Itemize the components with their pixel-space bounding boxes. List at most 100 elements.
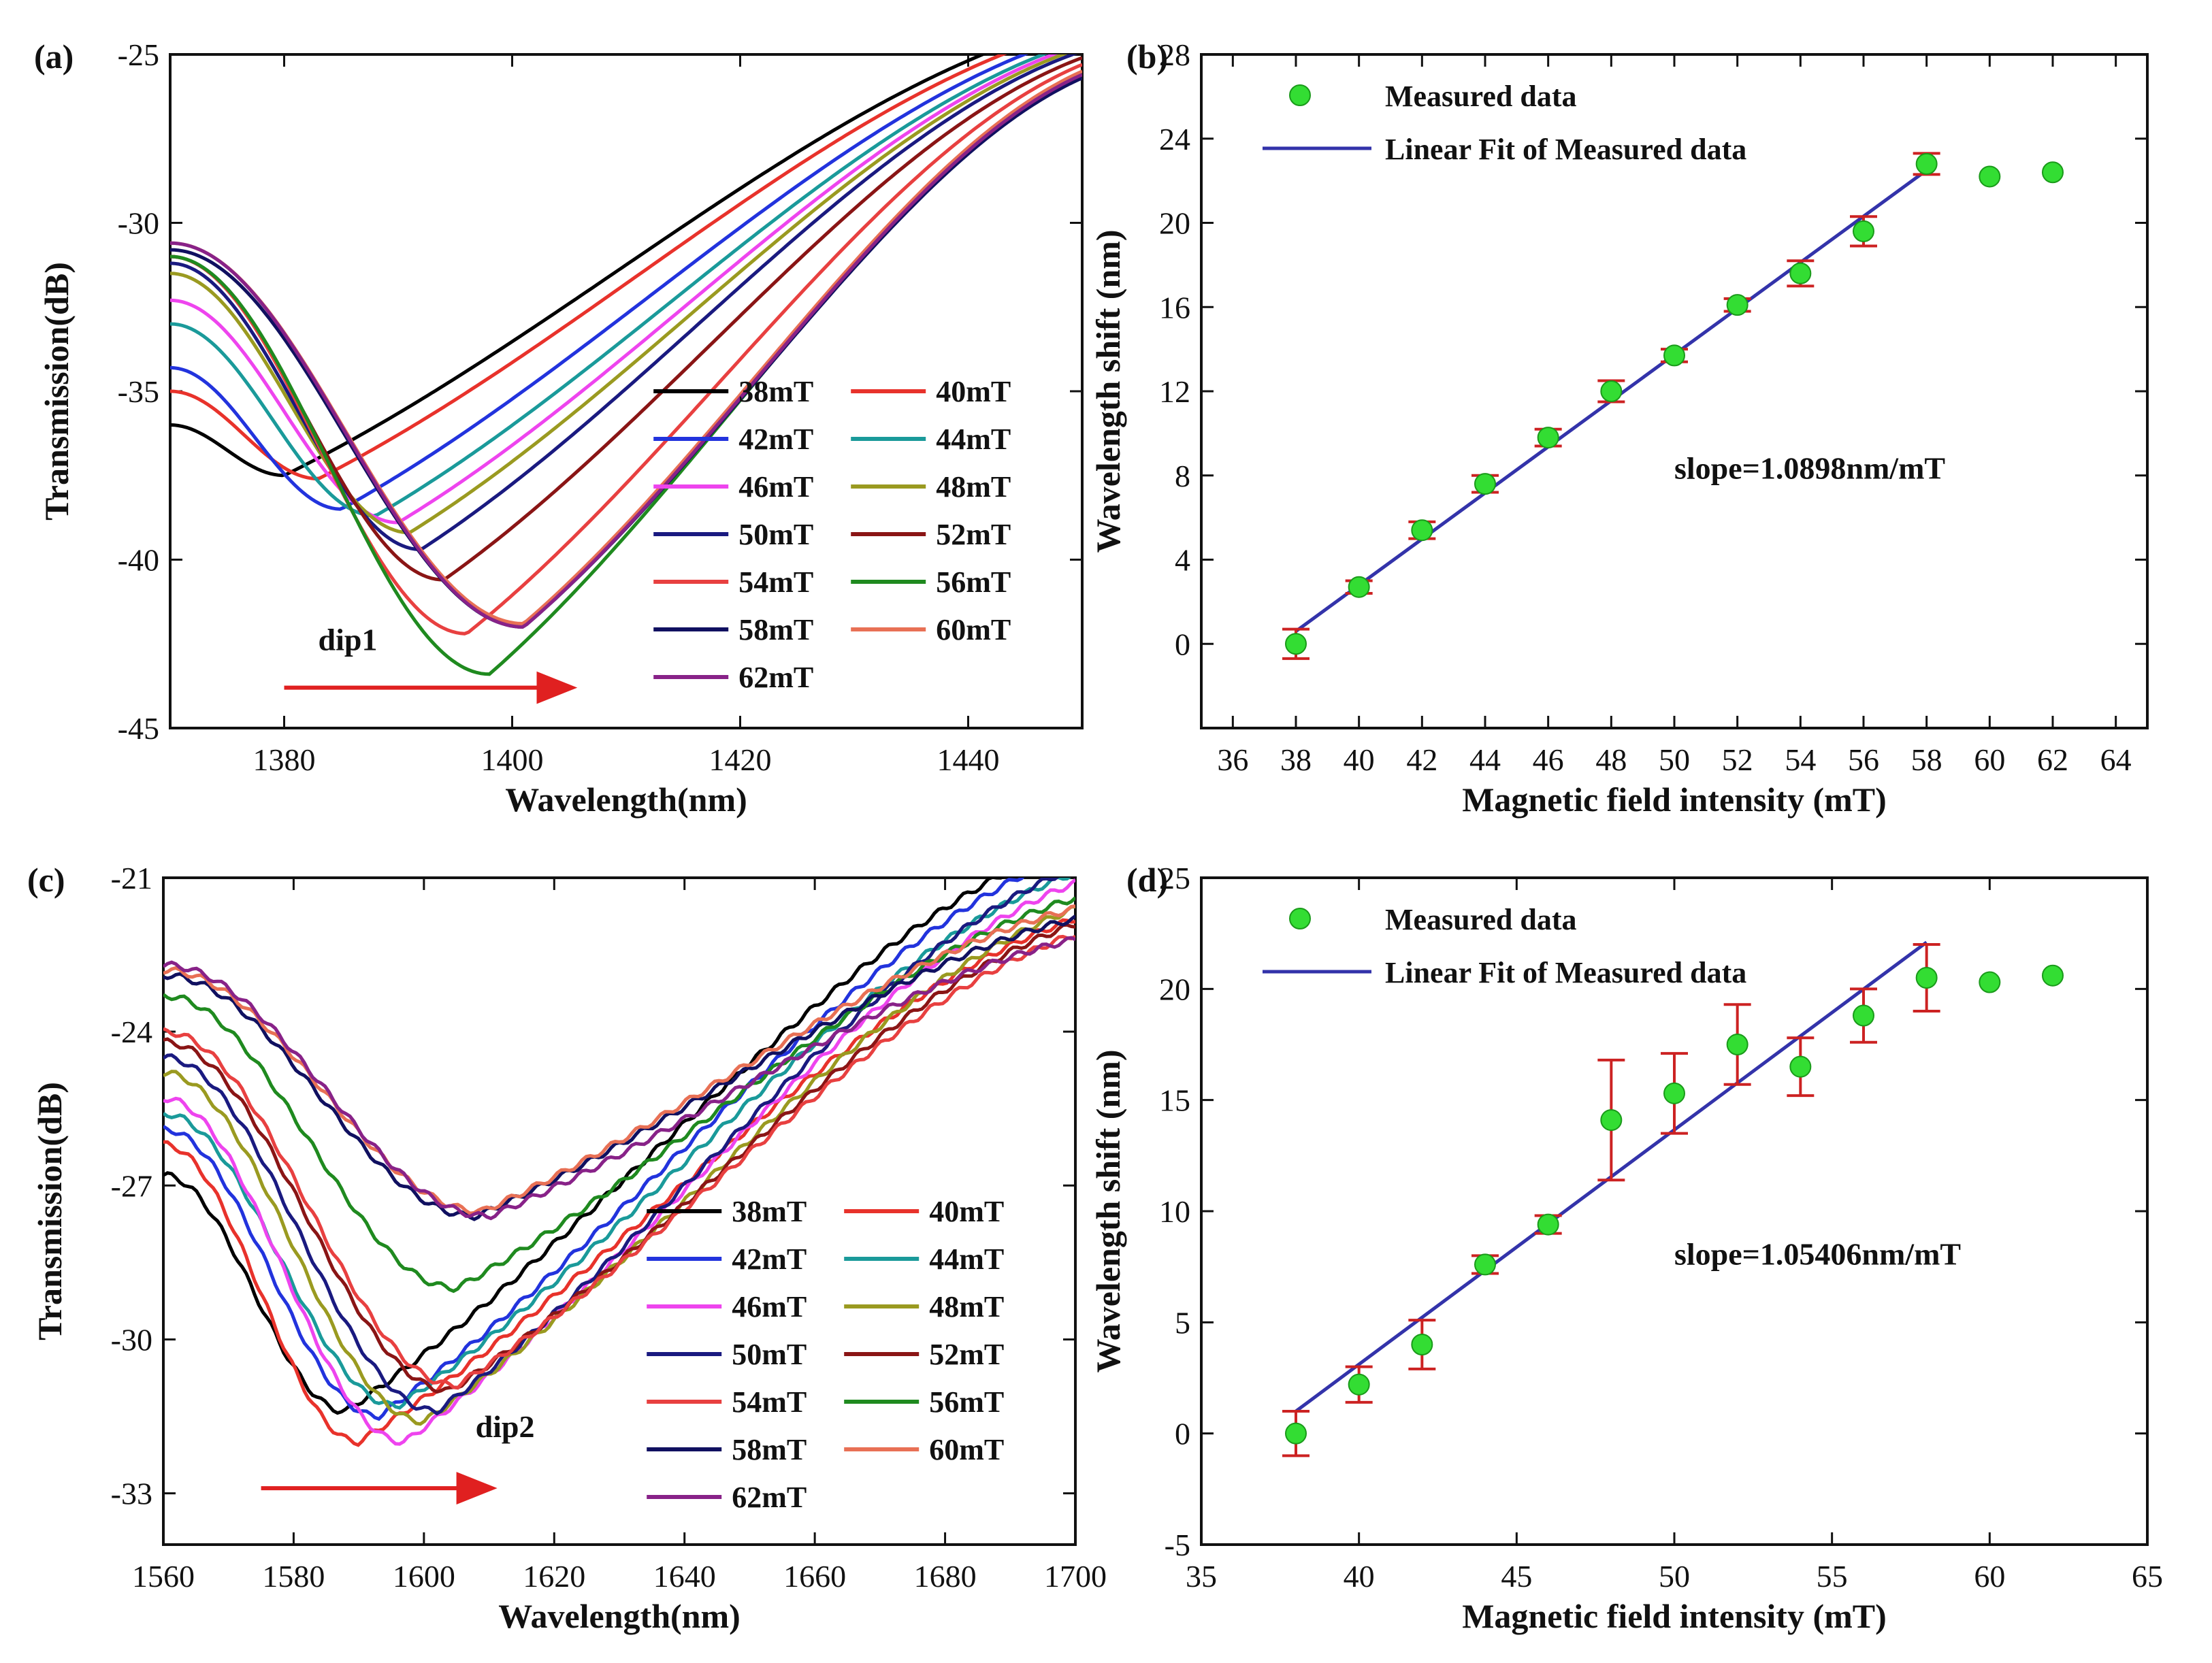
- x-tick-label: 35: [1186, 1559, 1217, 1594]
- y-tick-label: 4: [1175, 543, 1190, 578]
- data-point: [2042, 964, 2064, 987]
- x-tick-label: 1380: [253, 742, 316, 777]
- spectrum-line-50mT: [163, 878, 1060, 1416]
- y-tick-label: -40: [118, 543, 159, 578]
- y-tick-label: 25: [1159, 861, 1190, 895]
- dip-label: dip2: [476, 1409, 535, 1444]
- legend-marker: [1289, 908, 1311, 929]
- y-tick-label: 5: [1175, 1305, 1190, 1340]
- legend-label: Linear Fit of Measured data: [1385, 133, 1746, 166]
- x-tick-label: 58: [1911, 742, 1942, 777]
- x-tick-label: 60: [1974, 1559, 2005, 1594]
- spectrum-line-42mT: [163, 878, 1025, 1421]
- panel-label: (d): [1126, 861, 1168, 899]
- y-tick-label: -24: [111, 1015, 152, 1049]
- data-point: [1726, 294, 1749, 316]
- data-point: [1600, 380, 1623, 402]
- data-point: [1979, 165, 2001, 188]
- x-tick-label: 36: [1217, 742, 1248, 777]
- legend-label: 44mT: [936, 423, 1011, 456]
- legend-marker: [1289, 84, 1311, 106]
- legend-label: 48mT: [929, 1290, 1004, 1323]
- panel-4: 35 40 45 50 55 60 65 -5 0 5 10 15 20 25 Magnetic field…: [1089, 861, 2163, 1635]
- y-tick-label: -25: [118, 37, 159, 72]
- x-tick-label: 1440: [937, 742, 1000, 777]
- x-tick-label: 44: [1469, 742, 1501, 777]
- y-tick-label: -45: [118, 711, 159, 746]
- x-tick-label: 1700: [1044, 1559, 1107, 1594]
- x-tick-label: 56: [1848, 742, 1879, 777]
- legend-label: 60mT: [936, 613, 1011, 646]
- y-tick-label: 15: [1159, 1083, 1190, 1118]
- x-tick-label: 38: [1280, 742, 1312, 777]
- x-tick-label: 1640: [653, 1559, 716, 1594]
- data-point: [1789, 1055, 1812, 1078]
- y-tick-label: -33: [111, 1477, 152, 1511]
- y-tick-label: 20: [1159, 972, 1190, 1006]
- data-point: [1663, 344, 1685, 367]
- legend-label: 54mT: [738, 565, 813, 599]
- x-axis-label: Magnetic field intensity (mT): [1462, 780, 1887, 819]
- legend-label: 56mT: [936, 565, 1011, 599]
- x-tick-label: 40: [1344, 1559, 1375, 1594]
- data-point: [1285, 633, 1307, 655]
- spectrum-line-54mT: [163, 934, 1075, 1390]
- legend-label: Linear Fit of Measured data: [1385, 956, 1746, 989]
- data-point: [1789, 262, 1812, 284]
- y-tick-label: -30: [118, 206, 159, 241]
- legend-label: 52mT: [936, 518, 1011, 551]
- data-point: [1663, 1082, 1685, 1104]
- series-group: [163, 878, 1075, 1447]
- legend-label: 58mT: [732, 1433, 807, 1466]
- y-tick-label: -5: [1165, 1528, 1190, 1562]
- panel-label: (b): [1126, 37, 1168, 76]
- data-point: [2042, 161, 2064, 184]
- y-tick-label: 24: [1159, 122, 1190, 157]
- x-axis-label: Wavelength(nm): [505, 780, 747, 819]
- x-axis-label: Wavelength(nm): [498, 1597, 741, 1635]
- x-tick-label: 50: [1659, 742, 1690, 777]
- data-point: [1474, 473, 1496, 495]
- legend-label: 60mT: [929, 1433, 1004, 1466]
- panel-2: 36 38 40 42 44 46 48 50 52 54 56 58 60 62 640481216202…: [1089, 37, 2149, 819]
- x-tick-label: 60: [1974, 742, 2005, 777]
- panel-3: 1560 1580 1600 1620 1640 1660 1680 1700 -21 -24 -2…: [27, 861, 1107, 1635]
- x-tick-label: 50: [1659, 1559, 1690, 1594]
- y-tick-label: 10: [1159, 1194, 1190, 1229]
- y-tick-label: -27: [111, 1168, 152, 1203]
- spectrum-line-38mT: [163, 878, 1005, 1415]
- panel-label: (a): [34, 37, 74, 76]
- dip-label: dip1: [319, 623, 378, 657]
- x-tick-label: 55: [1817, 1559, 1848, 1594]
- x-tick-label: 42: [1406, 742, 1437, 777]
- y-axis-label: Wavelength shift (nm): [1089, 230, 1127, 553]
- x-tick-label: 65: [2132, 1559, 2163, 1594]
- legend-label: 62mT: [732, 1481, 807, 1514]
- spectrum-line-42mT: [170, 54, 1029, 511]
- spectrum-line-44mT: [170, 54, 1048, 518]
- y-tick-label: -35: [118, 374, 159, 409]
- spectrum-line-40mT: [170, 54, 1007, 481]
- legend-label: Measured data: [1385, 903, 1577, 936]
- x-tick-label: 1400: [481, 742, 544, 777]
- data-point: [1979, 971, 2001, 993]
- x-tick-label: 48: [1595, 742, 1627, 777]
- legend-label: 40mT: [929, 1195, 1004, 1228]
- data-point: [1411, 519, 1433, 542]
- y-tick-label: -30: [111, 1322, 152, 1357]
- x-axis-label: Magnetic field intensity (mT): [1462, 1597, 1887, 1635]
- legend-label: 42mT: [732, 1242, 807, 1276]
- spectrum-line-40mT: [163, 918, 1075, 1447]
- data-point: [1348, 1373, 1370, 1396]
- x-tick-label: 1600: [393, 1559, 455, 1594]
- spectrum-line-44mT: [163, 878, 1071, 1410]
- x-tick-label: 54: [1785, 742, 1816, 777]
- y-axis-label: Transmission(dB): [37, 262, 76, 521]
- data-point: [1474, 1253, 1496, 1276]
- data-point: [1348, 576, 1370, 598]
- panel-1: 1380 1400 1420 1440 -25 -30 -35 -40 -45 Wavelengt…: [34, 37, 1084, 819]
- y-tick-label: 12: [1159, 374, 1190, 409]
- y-tick-label: 28: [1159, 37, 1190, 72]
- x-tick-label: 40: [1344, 742, 1375, 777]
- y-axis-label: Transmission(dB): [31, 1082, 69, 1340]
